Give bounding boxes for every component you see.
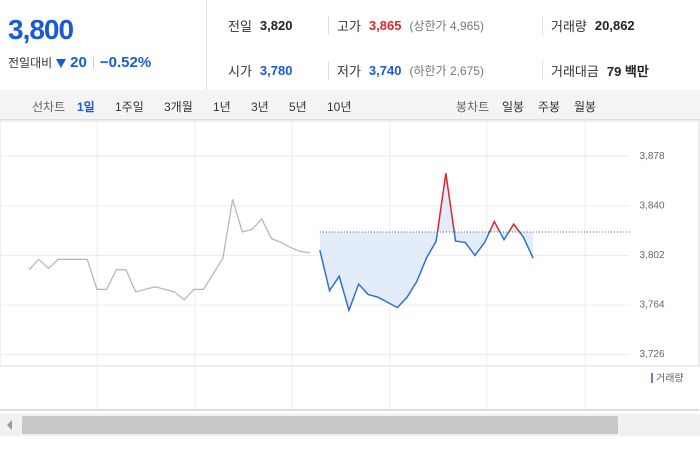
change-value: 20 bbox=[70, 54, 87, 71]
summary-note: (하한가 2,675) bbox=[409, 64, 484, 78]
candle-tab[interactable]: 주봉 bbox=[538, 100, 561, 114]
scroll-thumb[interactable] bbox=[22, 416, 618, 434]
y-tick-label: 3,878 bbox=[639, 151, 664, 162]
down-icon bbox=[56, 58, 67, 68]
summary-row: 전일 3,820 고가 3,865 (상한가 4,965) 거래량 20,862 bbox=[228, 16, 700, 35]
summary-cell: 시가 3,780 bbox=[228, 61, 328, 80]
tab-group-label: 선차트 bbox=[32, 100, 66, 114]
summary-label: 시가 bbox=[228, 64, 252, 79]
period-tab[interactable]: 3개월 bbox=[164, 100, 193, 114]
period-tab[interactable]: 1일 bbox=[77, 100, 95, 114]
quote-header: 3,800 전일대비 20 −0.52% 전일 3,820 고가 3,865 (상한가 … bbox=[0, 0, 700, 91]
candle-tab[interactable]: 일봉 bbox=[502, 100, 525, 114]
y-tick-label: 3,840 bbox=[639, 201, 664, 212]
summary-label: 고가 bbox=[337, 19, 361, 34]
summary-cell: 전일 3,820 bbox=[228, 16, 328, 35]
summary-value: 3,865 bbox=[368, 18, 402, 33]
price-line bbox=[28, 199, 311, 301]
price: 3,800 bbox=[8, 14, 74, 45]
summary-value: 3,820 bbox=[259, 18, 293, 33]
tab-bar: 선차트 1일 1주일 3개월 1년 3년 5년 10년 봉차트 일봉 주봉 월봉 bbox=[0, 90, 700, 120]
separator bbox=[92, 56, 94, 69]
area-fill bbox=[319, 173, 534, 311]
summary-cell: 거래량 20,862 bbox=[542, 16, 700, 35]
summary-value: 3,740 bbox=[368, 63, 402, 78]
summary-value: 3,780 bbox=[259, 63, 293, 78]
plot-frame bbox=[0, 120, 700, 367]
scroll-left[interactable] bbox=[7, 420, 12, 430]
summary-label: 전일 bbox=[228, 19, 252, 34]
change-label: 전일대비 bbox=[8, 56, 53, 70]
time-grid bbox=[96, 121, 586, 410]
y-tick-label: 3,764 bbox=[639, 300, 664, 311]
period-tab[interactable]: 1년 bbox=[213, 100, 231, 114]
summary-row: 시가 3,780 저가 3,740 (하한가 2,675) 거래대금 79 백만 bbox=[228, 61, 700, 80]
y-tick-label: 3,802 bbox=[639, 250, 664, 261]
summary-cell: 고가 3,865 (상한가 4,965) bbox=[328, 16, 542, 35]
price-line bbox=[319, 173, 534, 313]
change: 전일대비 20 −0.52% bbox=[8, 54, 151, 71]
summary-cell: 거래대금 79 백만 bbox=[542, 61, 700, 80]
period-tab[interactable]: 3년 bbox=[251, 100, 269, 114]
period-tab[interactable]: 5년 bbox=[289, 100, 307, 114]
volume-legend: 거래량 bbox=[656, 373, 684, 385]
summary-label: 거래량 bbox=[551, 19, 587, 34]
summary-cell: 저가 3,740 (하한가 2,675) bbox=[328, 61, 542, 80]
summary-label: 거래대금 bbox=[551, 64, 599, 79]
change-rate: −0.52% bbox=[99, 54, 152, 71]
price-box: 3,800 전일대비 20 −0.52% bbox=[0, 0, 207, 90]
summary-value: 20,862 bbox=[594, 18, 635, 33]
tab-group-label: 봉차트 bbox=[456, 100, 490, 114]
period-tab[interactable]: 10년 bbox=[327, 100, 352, 114]
summary-value: 79 백만 bbox=[606, 64, 649, 79]
volume-legend-swatch bbox=[651, 373, 653, 383]
candle-tab[interactable]: 월봉 bbox=[574, 100, 597, 114]
period-tab[interactable]: 1주일 bbox=[115, 100, 144, 114]
summary-label: 저가 bbox=[337, 64, 361, 79]
y-tick-label: 3,726 bbox=[639, 349, 664, 360]
summary-note: (상한가 4,965) bbox=[409, 19, 484, 33]
